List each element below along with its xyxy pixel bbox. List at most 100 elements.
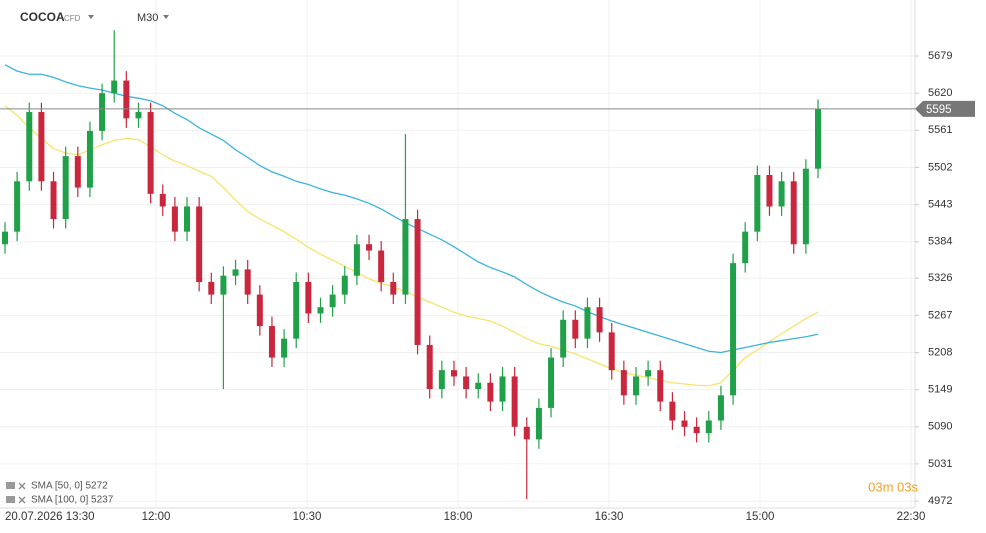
y-tick-label: 4972 [928,495,952,507]
candle-body [475,382,482,390]
candle-body [74,156,81,188]
candle-body [378,250,385,283]
x-tick-label: 20.07.2026 13:30 [5,511,95,523]
candle-body [572,319,579,339]
candle-body [159,193,166,207]
candle-body [123,80,130,119]
instrument: CFD [64,14,81,23]
timeframe[interactable]: M30 [137,12,158,24]
candle-body [632,376,639,396]
candle-body [135,112,142,119]
sma-line [4,105,819,387]
candle-body [766,174,773,207]
y-tick-label: 5326 [928,272,952,284]
candle-body [402,219,409,295]
candle-body [535,407,542,440]
candle-body [220,275,227,295]
last-price-label: 5595 [926,104,952,116]
candle-body [681,420,688,427]
timeframe-dropdown[interactable] [163,15,169,19]
candle-body [50,181,57,220]
countdown: 03m 03s [868,479,918,494]
sma-line [4,64,819,354]
y-tick-label: 5620 [928,87,952,99]
candle-body [487,382,494,402]
candle-body [2,231,8,245]
candle-body [268,326,275,358]
candle-body [596,307,603,333]
candle-body [390,282,397,295]
legend-remove [18,482,26,490]
candle-body [341,275,348,295]
y-tick-label: 5384 [928,236,952,248]
candle-body [645,370,652,377]
candle-body [730,263,737,396]
candle-body [778,181,785,207]
plot [2,30,821,500]
candle-body [693,426,700,434]
candle-body [523,426,530,440]
candle-body [208,282,215,295]
candle-body [147,112,154,194]
candle-body [111,80,118,94]
candle-body [754,174,761,232]
y-tick-label: 5561 [928,124,952,136]
candle-body [705,420,712,434]
y-tick-label: 5208 [928,346,952,358]
candle-body [305,282,312,314]
candle-body [62,156,69,220]
grid [0,0,915,508]
x-tick-label: 15:00 [746,511,775,523]
y-tick-label: 5031 [928,458,952,470]
candle-body [450,370,457,377]
candle-body [38,112,45,182]
y-tick-label: 5090 [928,421,952,433]
y-tick-label: 5149 [928,384,952,396]
candle-body [560,319,567,358]
x-tick-label: 22:30 [897,511,926,523]
candle-body [99,93,106,131]
candle-body [196,206,203,283]
candle-body [14,181,21,232]
y-tick-label: 5267 [928,309,952,321]
candle-body [657,370,664,402]
candle-body [26,112,33,182]
candle-body [171,206,178,232]
candle-body [620,370,627,396]
candle-body [281,338,288,358]
candle-body [317,307,324,314]
candle-body [293,282,300,339]
candle-body [86,130,93,188]
x-tick-label: 16:30 [595,511,624,523]
candle-body [256,294,263,327]
candle-body [742,231,749,264]
candle-body [232,269,239,276]
legend-icon [6,496,15,503]
last-price-tag [915,100,975,117]
x-tick-label: 12:00 [142,511,171,523]
y-tick-label: 5502 [928,161,952,173]
candle-body [426,344,433,390]
candle-body [717,395,724,421]
candle-body [499,376,506,402]
symbol-dropdown[interactable] [88,15,94,19]
legend-icon [6,482,15,489]
candle-body [329,294,336,308]
symbol[interactable]: COCOA [20,10,65,24]
candle-body [548,357,555,408]
y-tick-label: 5679 [928,50,952,62]
candle-body [184,206,191,232]
candle-body [608,332,615,371]
candle-body [669,401,676,421]
candle-body [511,376,518,427]
legend-entry: SMA [50, 0] 5272 [31,481,108,492]
candle-body [414,219,421,345]
x-tick-label: 18:00 [444,511,473,523]
candle-body [802,168,809,245]
candle-body [366,244,373,251]
candle-body [815,108,821,169]
x-tick-label: 10:30 [293,511,322,523]
legend-remove [18,496,26,504]
